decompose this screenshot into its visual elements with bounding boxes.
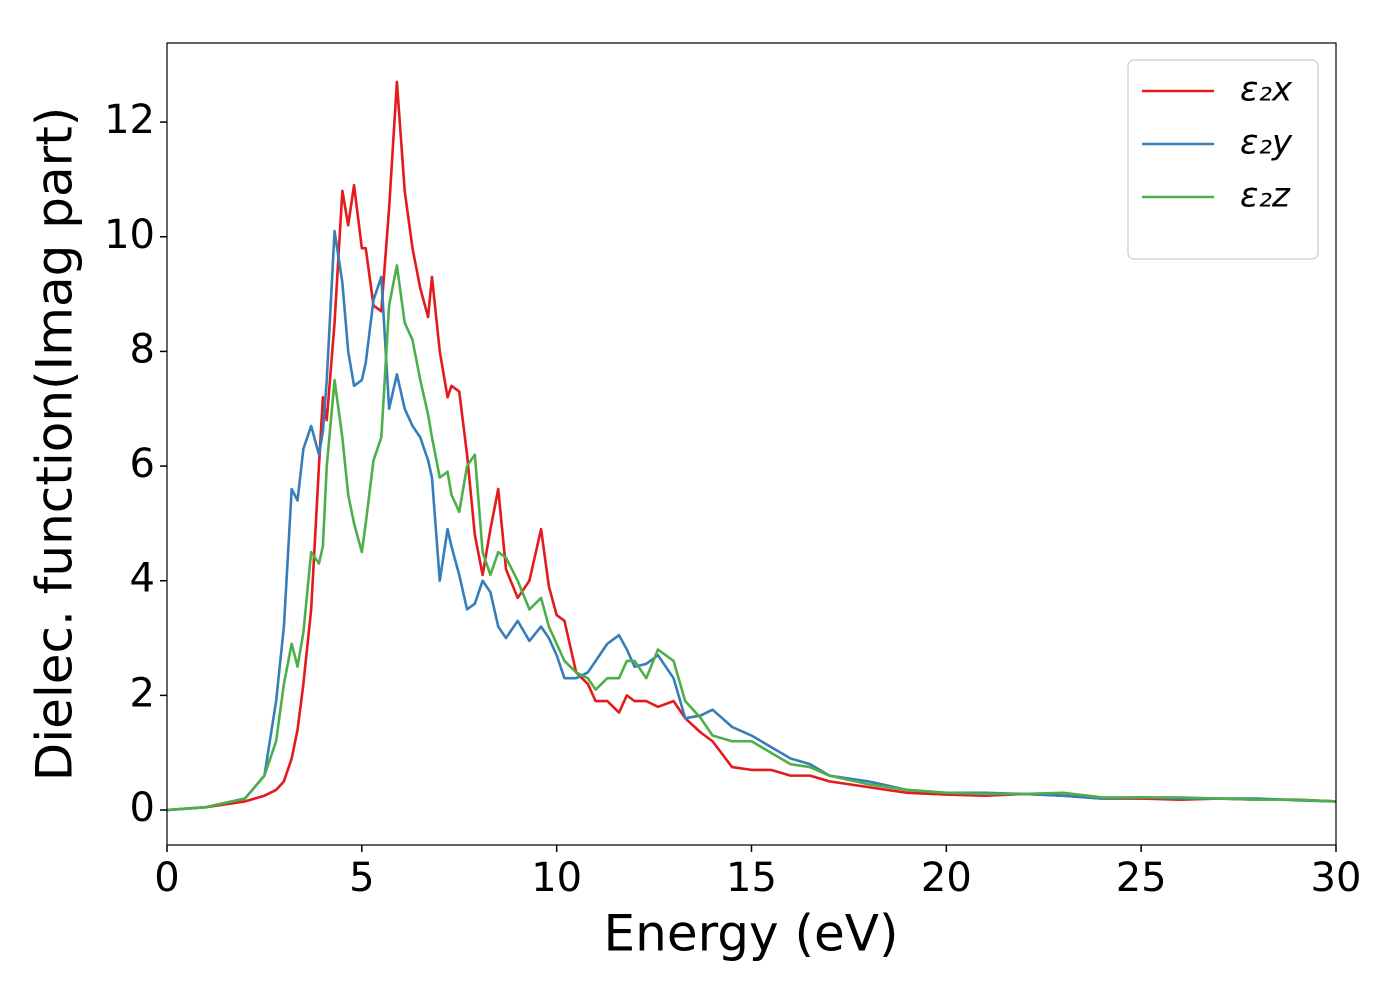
legend-label: ε₂z <box>1240 176 1291 216</box>
y-axis-label: Dielec. function(Imag part) <box>26 107 84 782</box>
x-tick-label: 5 <box>349 855 374 901</box>
y-tick-label: 6 <box>130 441 155 487</box>
data-line <box>166 264 1337 812</box>
legend-box <box>1127 59 1319 260</box>
y-tick-label: 10 <box>104 212 155 258</box>
y-tick-label: 8 <box>130 326 155 372</box>
x-tick-label: 0 <box>154 855 179 901</box>
plot-frame <box>166 42 1337 846</box>
y-tick-label: 4 <box>130 556 155 602</box>
x-tick-label: 15 <box>726 855 777 901</box>
data-line <box>166 229 1337 812</box>
data-line <box>166 80 1337 812</box>
legend-label: ε₂y <box>1240 123 1293 163</box>
x-tick-label: 25 <box>1116 855 1167 901</box>
y-tick-label: 2 <box>130 670 155 716</box>
x-tick-label: 10 <box>531 855 582 901</box>
x-tick-label: 30 <box>1311 855 1362 901</box>
legend-label: ε₂x <box>1240 70 1293 110</box>
x-axis-label: Energy (eV) <box>604 905 899 963</box>
y-tick-label: 0 <box>130 785 155 831</box>
x-tick-label: 20 <box>921 855 972 901</box>
y-tick-label: 12 <box>104 97 155 143</box>
